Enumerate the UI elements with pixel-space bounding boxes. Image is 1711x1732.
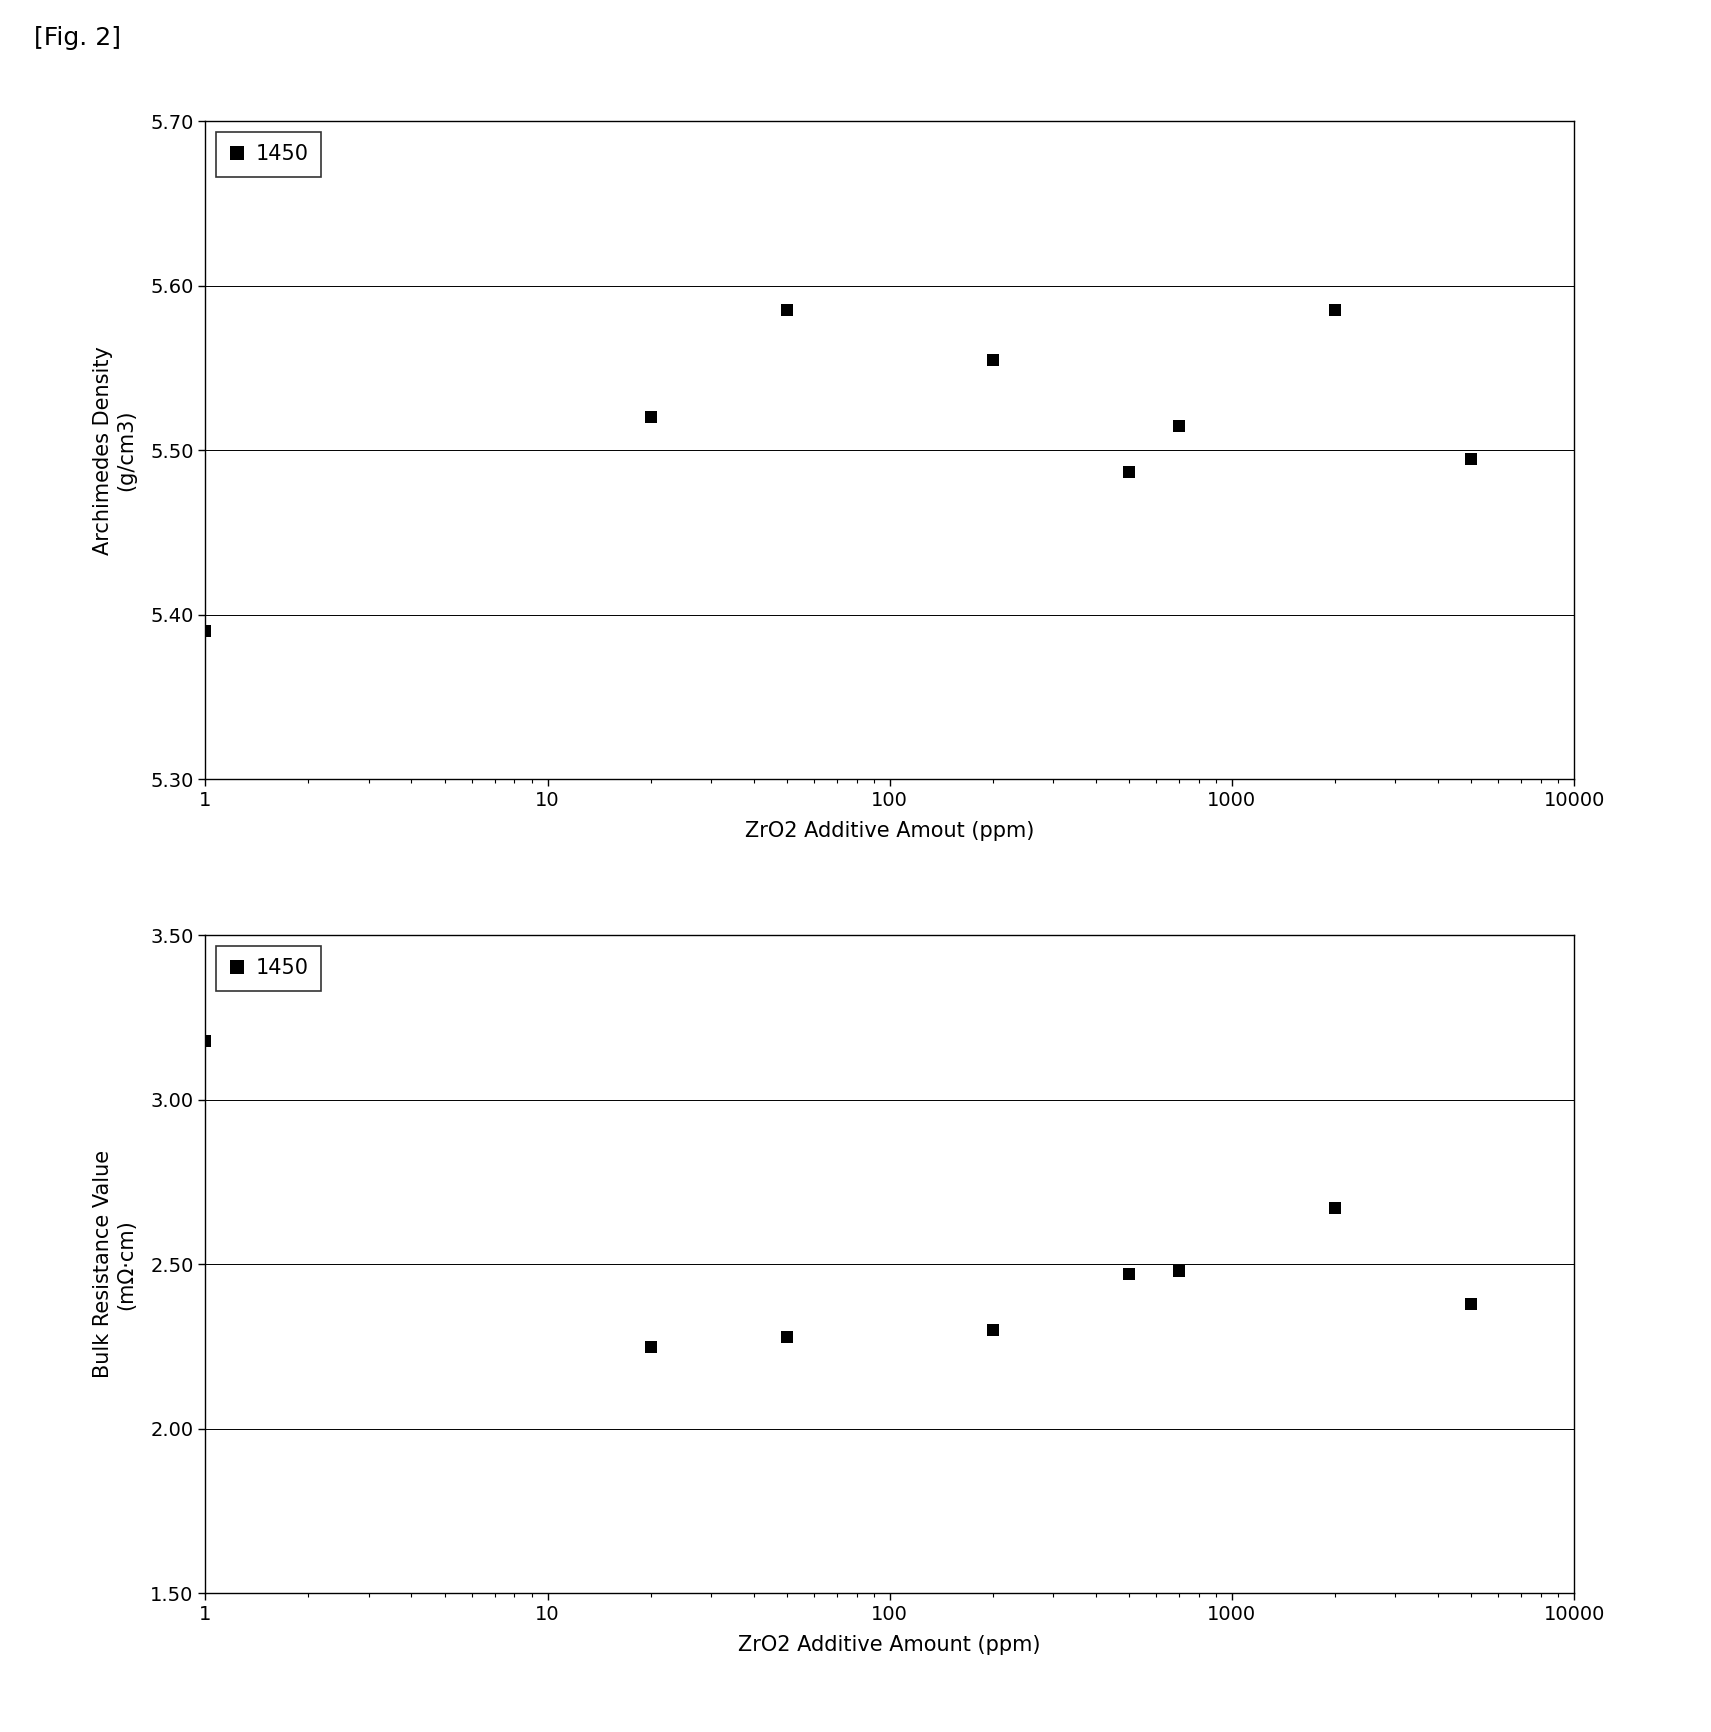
- Point: [192, 1027, 219, 1055]
- Point: [773, 296, 801, 324]
- Text: [Fig. 2]: [Fig. 2]: [34, 26, 121, 50]
- Point: [1116, 457, 1143, 485]
- Point: [1321, 296, 1348, 324]
- Y-axis label: Bulk Resistance Value
(mΩ·cm): Bulk Resistance Value (mΩ·cm): [92, 1150, 137, 1379]
- Point: [1458, 1290, 1485, 1318]
- Point: [979, 346, 1006, 374]
- Legend: 1450: 1450: [216, 946, 322, 991]
- Point: [636, 1334, 664, 1361]
- Point: [1165, 412, 1193, 440]
- Point: [1165, 1257, 1193, 1285]
- Point: [636, 404, 664, 431]
- Legend: 1450: 1450: [216, 132, 322, 177]
- Y-axis label: Archimedes Density
(g/cm3): Archimedes Density (g/cm3): [92, 346, 137, 554]
- X-axis label: ZrO2 Additive Amout (ppm): ZrO2 Additive Amout (ppm): [744, 821, 1035, 842]
- Point: [192, 618, 219, 646]
- Point: [1116, 1261, 1143, 1289]
- X-axis label: ZrO2 Additive Amount (ppm): ZrO2 Additive Amount (ppm): [739, 1635, 1040, 1656]
- Point: [979, 1316, 1006, 1344]
- Point: [773, 1323, 801, 1351]
- Point: [1458, 445, 1485, 473]
- Point: [1321, 1195, 1348, 1223]
